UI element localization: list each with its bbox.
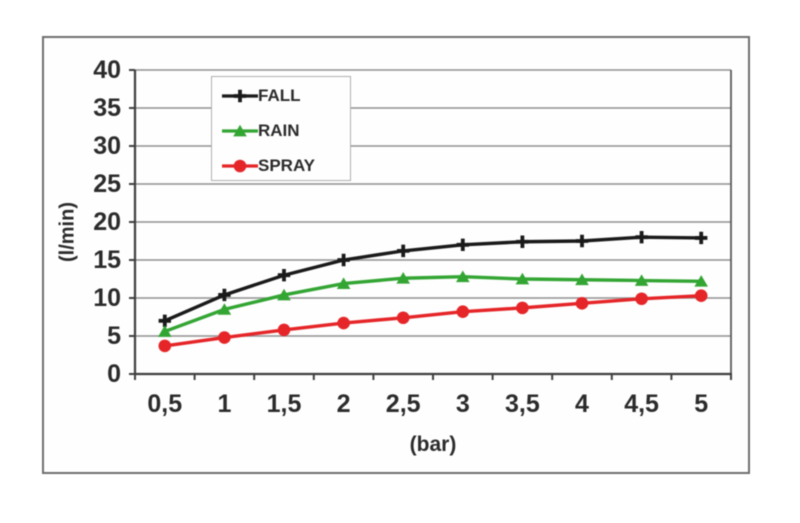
y-tick-label: 5 xyxy=(107,321,121,350)
x-tick-label: 0,5 xyxy=(147,390,183,418)
series-spray xyxy=(158,289,708,353)
x-tick-label: 1,5 xyxy=(266,390,302,418)
series-rain xyxy=(158,270,708,337)
y-tick-label: 15 xyxy=(93,245,121,274)
series-marker xyxy=(218,288,231,302)
series-marker xyxy=(337,253,350,267)
y-tick-label: 10 xyxy=(93,283,121,312)
series-marker xyxy=(217,303,232,315)
x-tick-label: 4 xyxy=(575,390,589,418)
series-marker xyxy=(397,244,410,258)
legend-label: SPRAY xyxy=(258,155,316,175)
x-axis-title: (bar) xyxy=(409,433,457,456)
y-tick-label: 40 xyxy=(93,55,121,84)
series-marker xyxy=(635,231,648,244)
legend-label: RAIN xyxy=(258,120,300,140)
series-fall xyxy=(158,231,708,327)
y-tick-label: 0 xyxy=(107,359,121,388)
x-tick-label: 5 xyxy=(694,390,709,418)
series-marker xyxy=(233,89,247,102)
series-marker xyxy=(634,274,649,286)
series-line xyxy=(164,275,702,334)
series-marker xyxy=(694,275,708,287)
series-marker xyxy=(516,235,529,248)
series-line xyxy=(164,235,702,323)
series-marker xyxy=(456,270,470,283)
series-marker xyxy=(337,316,350,330)
series-marker xyxy=(277,323,291,337)
legend-item-rain: RAIN xyxy=(222,115,350,146)
series-marker xyxy=(575,273,589,286)
x-tick-label: 3 xyxy=(455,390,470,418)
y-tick-label: 30 xyxy=(93,131,121,160)
y-axis-title: (l/min) xyxy=(56,202,79,262)
series-marker xyxy=(158,339,172,353)
chart-frame xyxy=(42,36,750,474)
plus-marker-icon xyxy=(222,88,258,104)
x-tick-label: 2 xyxy=(336,390,351,418)
triangle-marker-icon xyxy=(222,123,258,139)
x-tick-label: 4,5 xyxy=(624,390,659,418)
x-tick-label: 3,5 xyxy=(505,390,540,418)
legend-item-spray: SPRAY xyxy=(222,150,350,181)
series-marker xyxy=(233,159,247,172)
y-tick-label: 20 xyxy=(93,207,121,236)
series-marker xyxy=(575,234,589,248)
series-marker xyxy=(218,331,231,344)
series-marker xyxy=(695,231,708,245)
series-marker xyxy=(694,289,708,303)
series-marker xyxy=(158,314,171,327)
circle-marker-icon xyxy=(222,158,258,174)
series-marker xyxy=(396,272,410,284)
x-tick-label: 1 xyxy=(217,390,232,418)
x-tick-label: 2,5 xyxy=(385,390,421,418)
legend-item-fall: FALL xyxy=(222,80,350,111)
series-marker xyxy=(516,301,529,315)
series-marker xyxy=(575,297,589,310)
series-marker xyxy=(456,305,470,318)
series-marker xyxy=(233,124,247,136)
series-marker xyxy=(635,292,648,306)
legend: FALL RAIN SPRAY xyxy=(211,76,351,181)
legend-label: FALL xyxy=(258,85,301,105)
series-line xyxy=(164,294,702,348)
y-tick-label: 35 xyxy=(93,93,121,122)
series-marker xyxy=(336,277,351,289)
y-tick-label: 25 xyxy=(93,169,121,198)
series-marker xyxy=(456,238,469,251)
series-marker xyxy=(277,269,291,282)
series-marker xyxy=(515,272,530,285)
series-marker xyxy=(396,311,410,325)
series-marker xyxy=(277,288,291,301)
series-marker xyxy=(158,325,172,337)
